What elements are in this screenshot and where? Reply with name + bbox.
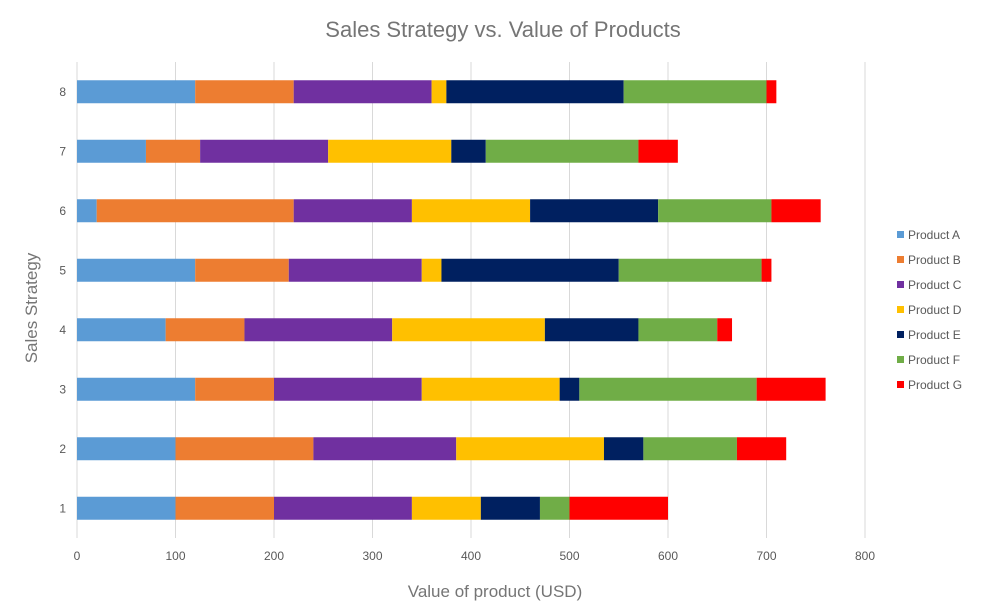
bar-segment-product-e-strategy-3 <box>559 377 580 401</box>
bar-segment-product-d-strategy-2 <box>456 437 604 461</box>
bar-segment-product-a-strategy-2 <box>77 437 176 461</box>
bar-segment-product-g-strategy-4 <box>717 318 733 342</box>
bar-segment-product-e-strategy-7 <box>451 139 486 163</box>
x-axis-ticks: 0 100 200 300 400 500 600 700 800 <box>74 549 876 563</box>
x-tick-label: 400 <box>461 549 481 563</box>
bar-segment-product-e-strategy-6 <box>530 199 659 223</box>
bar-segment-product-e-strategy-4 <box>544 318 639 342</box>
legend-swatch <box>897 256 904 263</box>
x-tick-label: 600 <box>658 549 678 563</box>
bar-segment-product-g-strategy-3 <box>756 377 826 401</box>
bar-segment-product-a-strategy-3 <box>77 377 196 401</box>
legend-swatch <box>897 381 904 388</box>
bar-segment-product-g-strategy-2 <box>736 437 787 461</box>
x-tick-label: 200 <box>264 549 284 563</box>
bar-segment-product-b-strategy-8 <box>195 80 294 104</box>
bar-segment-product-f-strategy-2 <box>643 437 737 461</box>
bar-segment-product-a-strategy-4 <box>77 318 166 342</box>
legend-label: Product C <box>908 278 962 292</box>
bar-segment-product-c-strategy-2 <box>313 437 457 461</box>
bar-segment-product-d-strategy-1 <box>411 496 481 520</box>
bar-segment-product-g-strategy-7 <box>638 139 678 163</box>
y-axis-ticks: 1 2 3 4 5 6 7 8 <box>59 85 66 516</box>
x-tick-label: 800 <box>855 549 875 563</box>
bar-segment-product-g-strategy-5 <box>761 258 772 282</box>
y-axis-title: Sales Strategy <box>22 252 41 363</box>
x-tick-label: 0 <box>74 549 81 563</box>
bar-segment-product-e-strategy-2 <box>603 437 644 461</box>
bar-segment-product-b-strategy-4 <box>165 318 245 342</box>
bar-segment-product-b-strategy-7 <box>145 139 201 163</box>
bar-segment-product-c-strategy-6 <box>293 199 412 223</box>
bar-segment-product-a-strategy-5 <box>77 258 196 282</box>
y-tick-label: 4 <box>59 323 66 337</box>
bar-segment-product-f-strategy-1 <box>539 496 570 520</box>
bar-segment-product-f-strategy-3 <box>579 377 757 401</box>
legend-label: Product A <box>908 228 960 242</box>
bar-segment-product-f-strategy-5 <box>618 258 762 282</box>
bar-segment-product-g-strategy-8 <box>766 80 777 104</box>
legend-label: Product F <box>908 353 960 367</box>
bars <box>77 80 826 520</box>
bar-segment-product-a-strategy-7 <box>77 139 146 163</box>
y-tick-label: 2 <box>59 442 66 456</box>
bar-segment-product-e-strategy-8 <box>446 80 624 104</box>
bar-segment-product-a-strategy-1 <box>77 496 176 520</box>
bar-segment-product-b-strategy-3 <box>195 377 274 401</box>
bar-segment-product-a-strategy-6 <box>77 199 97 223</box>
bar-segment-product-c-strategy-4 <box>244 318 393 342</box>
chart-title: Sales Strategy vs. Value of Products <box>325 17 680 42</box>
bar-segment-product-f-strategy-6 <box>658 199 772 223</box>
y-tick-label: 5 <box>59 263 66 277</box>
y-tick-label: 3 <box>59 382 66 396</box>
bar-segment-product-d-strategy-8 <box>431 80 447 104</box>
bar-segment-product-e-strategy-5 <box>441 258 619 282</box>
y-tick-label: 7 <box>59 144 66 158</box>
legend-label: Product E <box>908 328 961 342</box>
bar-segment-product-b-strategy-5 <box>195 258 289 282</box>
legend-label: Product B <box>908 253 961 267</box>
legend-swatch <box>897 356 904 363</box>
legend-label: Product D <box>908 303 962 317</box>
bar-segment-product-f-strategy-8 <box>623 80 767 104</box>
bar-segment-product-c-strategy-7 <box>200 139 329 163</box>
x-tick-label: 500 <box>559 549 579 563</box>
legend-swatch <box>897 306 904 313</box>
bar-segment-product-b-strategy-1 <box>175 496 274 520</box>
legend-label: Product G <box>908 378 962 392</box>
bar-segment-product-g-strategy-6 <box>771 199 821 223</box>
bar-segment-product-d-strategy-3 <box>421 377 560 401</box>
bar-segment-product-d-strategy-7 <box>328 139 452 163</box>
bar-segment-product-d-strategy-4 <box>392 318 545 342</box>
bar-segment-product-d-strategy-5 <box>421 258 442 282</box>
bar-segment-product-b-strategy-6 <box>96 199 294 223</box>
bar-segment-product-a-strategy-8 <box>77 80 196 104</box>
x-tick-label: 700 <box>756 549 776 563</box>
y-tick-label: 6 <box>59 204 66 218</box>
gridlines <box>76 62 866 538</box>
x-axis-title: Value of product (USD) <box>408 582 582 601</box>
legend-swatch <box>897 281 904 288</box>
bar-segment-product-e-strategy-1 <box>480 496 540 520</box>
bar-segment-product-f-strategy-7 <box>485 139 639 163</box>
bar-segment-product-c-strategy-3 <box>274 377 422 401</box>
bar-segment-product-c-strategy-1 <box>274 496 412 520</box>
bar-segment-product-b-strategy-2 <box>175 437 314 461</box>
legend-swatch <box>897 331 904 338</box>
y-tick-label: 8 <box>59 85 66 99</box>
legend-swatch <box>897 231 904 238</box>
x-tick-label: 100 <box>165 549 185 563</box>
x-tick-label: 300 <box>362 549 382 563</box>
y-tick-label: 1 <box>59 501 66 515</box>
bar-segment-product-g-strategy-1 <box>569 496 668 520</box>
bar-segment-product-f-strategy-4 <box>638 318 718 342</box>
bar-segment-product-c-strategy-8 <box>293 80 432 104</box>
legend: Product A Product B Product C Product D Prod… <box>897 228 962 392</box>
bar-segment-product-c-strategy-5 <box>288 258 422 282</box>
bar-segment-product-d-strategy-6 <box>411 199 531 223</box>
